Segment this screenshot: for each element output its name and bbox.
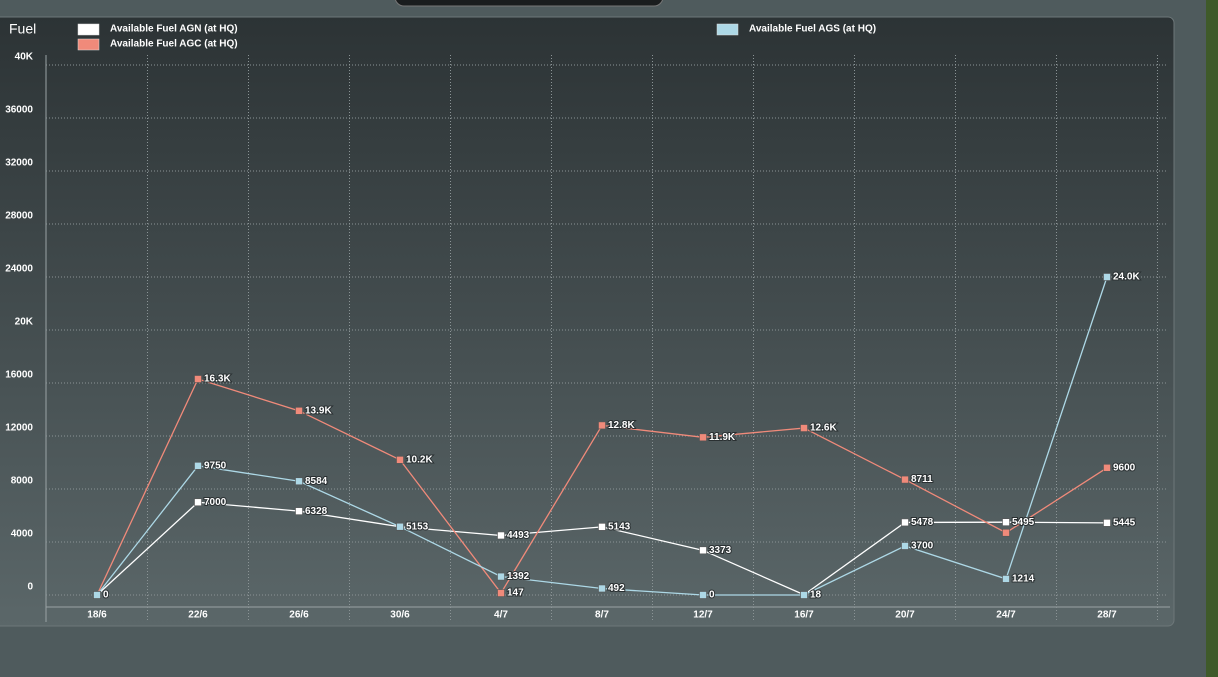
legend-label: Available Fuel AGN (at HQ) <box>110 24 238 35</box>
y-tick-label: 36000 <box>5 105 33 116</box>
top-tab <box>394 0 664 7</box>
value-label: 9600 <box>1113 462 1136 473</box>
data-point <box>93 591 101 599</box>
value-label: 11.9K <box>709 432 736 443</box>
value-label: 1214 <box>1012 574 1035 585</box>
value-label: 16.3K <box>204 374 231 385</box>
legend-swatch <box>716 23 739 36</box>
data-point <box>800 424 808 432</box>
legend-swatch <box>77 38 100 51</box>
data-point <box>295 407 303 415</box>
data-point <box>194 462 202 470</box>
value-label: 18 <box>810 589 822 600</box>
y-tick-label: 4000 <box>11 529 34 540</box>
y-tick-label: 12000 <box>5 423 33 434</box>
x-tick-label: 20/7 <box>895 610 915 621</box>
data-point <box>800 591 808 599</box>
value-label: 8584 <box>305 476 328 487</box>
value-label: 0 <box>103 590 109 601</box>
y-axis-label: Fuel <box>9 21 36 37</box>
value-label: 3373 <box>709 545 732 556</box>
value-label: 13.9K <box>305 405 332 416</box>
value-label: 12.8K <box>608 420 635 431</box>
y-tick-label: 20K <box>15 317 34 328</box>
data-point <box>598 523 606 531</box>
x-tick-label: 26/6 <box>289 610 309 621</box>
y-tick-label: 8000 <box>11 476 34 487</box>
x-tick-label: 16/7 <box>794 610 814 621</box>
value-label: 5495 <box>1012 517 1035 528</box>
value-label: 5143 <box>608 521 631 532</box>
data-point <box>1002 575 1010 583</box>
data-point <box>699 433 707 442</box>
data-point <box>699 591 707 599</box>
data-point <box>901 475 909 484</box>
x-tick-label: 28/7 <box>1097 610 1117 621</box>
value-label: 5153 <box>406 521 429 532</box>
data-point <box>396 522 404 531</box>
data-point <box>497 589 505 597</box>
y-tick-label: 24000 <box>5 264 33 275</box>
data-point <box>497 572 505 581</box>
data-point <box>295 507 303 515</box>
data-point <box>699 546 707 555</box>
value-label: 7000 <box>204 497 227 508</box>
side-strip <box>1206 0 1218 677</box>
data-point <box>396 456 404 464</box>
legend-swatch <box>77 23 100 36</box>
x-tick-label: 12/7 <box>693 610 713 621</box>
value-label: 9750 <box>204 460 227 471</box>
data-point <box>1103 273 1111 281</box>
value-label: 6328 <box>305 506 328 517</box>
value-label: 3700 <box>911 541 934 552</box>
x-tick-label: 24/7 <box>996 610 1016 621</box>
data-point <box>194 375 202 383</box>
y-tick-label: 16000 <box>5 370 33 381</box>
x-tick-label: 30/6 <box>390 610 410 621</box>
chart-panel <box>0 16 1175 627</box>
data-point <box>598 584 606 593</box>
legend-label: Available Fuel AGS (at HQ) <box>749 24 876 35</box>
y-tick-label: 0 <box>27 582 33 593</box>
value-label: 12.6K <box>810 423 837 434</box>
data-point <box>295 477 303 486</box>
value-label: 147 <box>507 588 524 599</box>
y-tick-label: 40K <box>15 52 34 63</box>
x-tick-label: 22/6 <box>188 610 208 621</box>
data-point <box>1002 518 1010 526</box>
data-point <box>598 421 606 430</box>
y-tick-label: 32000 <box>5 158 33 169</box>
data-point <box>497 531 505 540</box>
x-tick-label: 8/7 <box>595 610 609 621</box>
legend-label: Available Fuel AGC (at HQ) <box>110 39 238 50</box>
value-label: 8711 <box>911 474 933 485</box>
value-label: 4493 <box>507 530 530 541</box>
value-label: 492 <box>608 583 625 594</box>
y-tick-label: 28000 <box>5 211 33 222</box>
value-label: 0 <box>709 590 715 601</box>
value-label: 10.2K <box>406 454 433 465</box>
value-label: 5445 <box>1113 517 1136 528</box>
data-point <box>901 518 909 527</box>
x-tick-label: 4/7 <box>494 610 508 621</box>
value-label: 1392 <box>507 571 530 582</box>
data-point <box>901 542 909 550</box>
value-label: 5478 <box>911 517 934 528</box>
data-point <box>1002 528 1010 537</box>
data-point <box>1103 519 1111 527</box>
value-label: 24.0K <box>1113 272 1140 283</box>
data-point <box>194 498 202 507</box>
x-tick-label: 18/6 <box>87 610 107 621</box>
data-point <box>1103 463 1111 472</box>
